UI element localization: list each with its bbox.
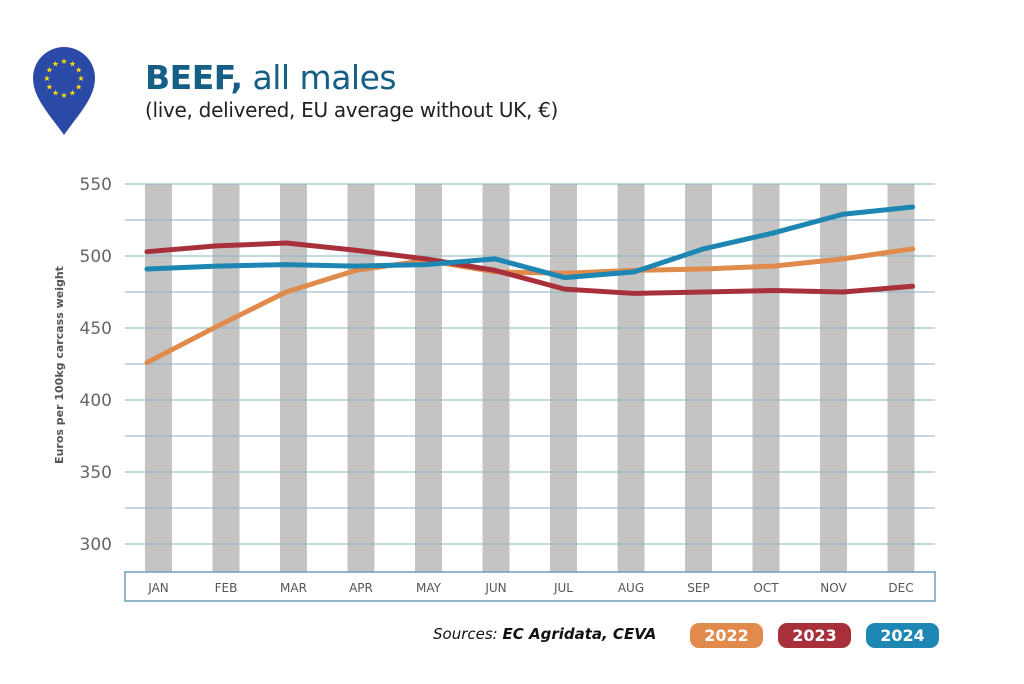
sources-value: EC Agridata, CEVA [502,625,657,643]
legend-2024: 2024 [866,623,939,648]
star-icon: ★ [69,89,76,98]
eu-flag-map-pin-icon: ★★★★★★★★★ ★ ★★ [33,47,95,135]
x-tick-label: MAR [280,581,307,595]
legend-2022: 2022 [690,623,763,648]
x-tick-label: JUL [553,581,573,595]
x-tick-label: APR [349,581,373,595]
series-line-2024 [144,204,916,281]
x-tick-label: JAN [147,581,169,595]
month-column-bar [212,184,240,572]
x-tick-label: JUN [484,581,506,595]
star-icon: ★ [77,74,84,83]
y-tick-label: 450 [80,319,112,339]
star-icon: ★ [60,91,67,100]
month-column-bar [280,184,307,572]
chart-title: BEEF, all males [145,58,397,97]
month-column-bar [617,184,645,572]
month-axis-box [124,571,936,602]
chart-subtitle: (live, delivered, EU average without UK,… [145,98,559,122]
series-line-2023 [144,240,916,296]
month-column-bar [887,184,915,572]
x-tick-label: FEB [215,581,238,595]
star-icon: ★ [75,83,82,92]
month-column-bar [550,184,577,572]
month-column-bar [685,184,712,572]
month-column-bar [145,184,172,572]
x-tick-label: SEP [687,581,709,595]
month-column-bar [482,184,510,572]
y-tick-label: 400 [80,391,112,411]
star-icon: ★ [75,66,82,75]
y-tick-label: 350 [80,463,112,483]
month-column-bar [347,184,375,572]
y-tick-label: 300 [80,535,112,555]
star-icon: ★ [69,59,76,68]
x-tick-label: AUG [618,581,644,595]
x-tick-label: MAY [416,581,442,595]
title-rest: all males [242,58,397,97]
title-bold: BEEF, [145,58,243,97]
legend-2023: 2023 [778,623,851,648]
month-column-bar [752,184,780,572]
sources-note: Sources: EC Agridata, CEVA [433,625,656,643]
series-line-2022 [144,246,916,366]
star-icon: ★ [46,83,53,92]
star-icon: ★ [52,89,59,98]
star-icon: ★ [60,57,67,66]
star-icon: ★ [46,66,53,75]
y-axis-label: Euros per 100kg carcass weight [53,266,66,464]
y-tick-label: 500 [80,247,112,267]
month-column-bar [415,184,442,572]
x-tick-label: OCT [753,581,779,595]
star-icon: ★ [52,59,59,68]
x-tick-label: NOV [820,581,847,595]
y-tick-label: 550 [80,175,112,195]
month-column-bar [820,184,847,572]
x-tick-label: DEC [888,581,913,595]
sources-label: Sources: [433,625,503,643]
star-icon: ★ [43,74,50,83]
